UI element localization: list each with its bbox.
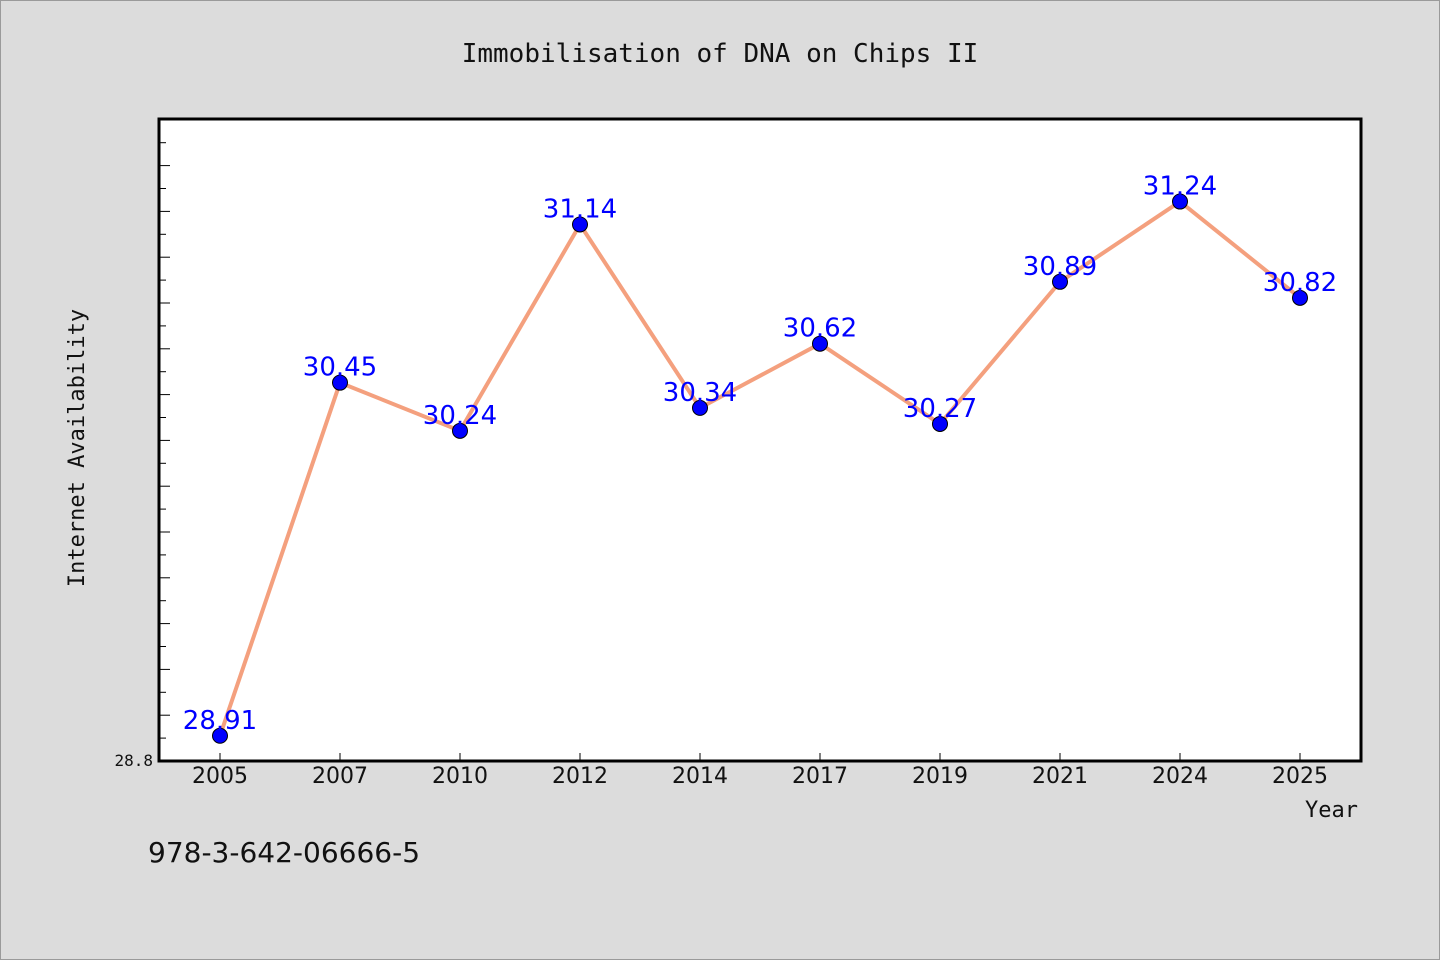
data-label: 30.24 bbox=[423, 401, 497, 431]
series-line bbox=[218, 199, 1302, 737]
data-label: 31.24 bbox=[1143, 172, 1217, 202]
data-label: 30.82 bbox=[1263, 268, 1337, 298]
data-label: 30.62 bbox=[783, 314, 857, 344]
data-point bbox=[1292, 289, 1308, 306]
data-label: 30.34 bbox=[663, 378, 737, 408]
x-tick-label: 2007 bbox=[312, 764, 368, 789]
x-tick-label: 2019 bbox=[912, 764, 968, 789]
x-tick-label: 2017 bbox=[792, 764, 848, 789]
x-tick-label: 2025 bbox=[1272, 764, 1328, 789]
x-tick-label: 2005 bbox=[192, 764, 248, 789]
data-label: 30.27 bbox=[903, 394, 977, 424]
data-label: 28.91 bbox=[183, 706, 257, 736]
y-axis-ticks bbox=[159, 142, 170, 739]
x-tick-label: 2014 bbox=[672, 764, 728, 789]
x-tick-label: 2012 bbox=[552, 764, 608, 789]
data-label: 30.89 bbox=[1023, 252, 1097, 282]
data-point bbox=[452, 422, 468, 439]
data-point bbox=[932, 415, 948, 432]
data-point bbox=[212, 727, 228, 744]
data-point bbox=[812, 335, 828, 352]
x-tick-label: 2024 bbox=[1152, 764, 1208, 789]
data-point bbox=[332, 374, 348, 391]
data-label: 31.14 bbox=[543, 194, 617, 224]
data-label: 30.45 bbox=[303, 353, 377, 383]
series-layer: 28.91 30.45 30.24 31.14 30.34 30.62 30.27 30.89… bbox=[183, 172, 1337, 744]
data-point bbox=[1052, 273, 1068, 290]
data-point bbox=[1172, 193, 1188, 210]
data-point bbox=[572, 216, 588, 233]
chart-title: Immobilisation of DNA on Chips II bbox=[462, 39, 979, 69]
plot-area bbox=[157, 117, 1363, 763]
isbn-footer: 978-3-642-06666-5 bbox=[148, 836, 420, 869]
x-tick-label: 2010 bbox=[432, 764, 488, 789]
x-tick-label: 2021 bbox=[1032, 764, 1088, 789]
data-point bbox=[692, 399, 708, 416]
y-axis-label: Internet Availability bbox=[65, 309, 90, 587]
y-min-tick-label: 28.8 bbox=[114, 751, 153, 770]
x-axis-ticks: 2005 2007 2010 2012 2014 2017 2019 2021 2024 2025 bbox=[192, 753, 1328, 789]
x-axis-label: Year bbox=[1305, 798, 1358, 823]
